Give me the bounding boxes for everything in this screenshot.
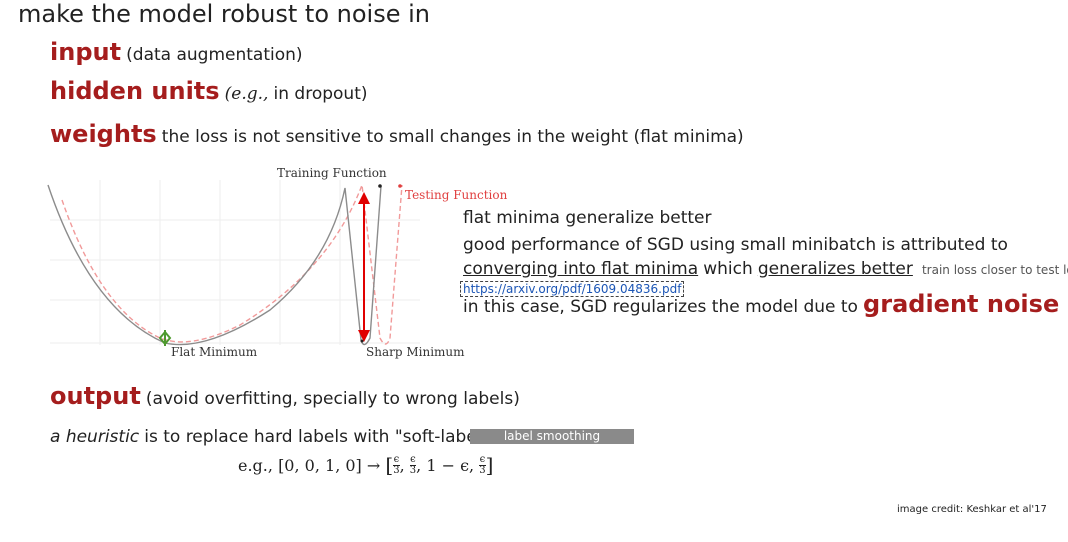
heuristic-text: is to replace hard labels with "soft-lab…	[144, 427, 499, 447]
figure-grid	[50, 180, 420, 345]
arrow-symbol: →	[366, 455, 381, 475]
frac-2-den: 3	[409, 464, 417, 476]
frac-3-den: 3	[479, 464, 486, 476]
page-title: make the model robust to noise in	[18, 0, 430, 28]
heuristic-italic: a heuristic	[50, 427, 140, 447]
sharp-minimum-label: Sharp Minimum	[366, 345, 465, 359]
testing-function-label: Testing Function	[405, 188, 508, 202]
item-weights-keyword: weights	[50, 120, 157, 148]
training-function-label: Training Function	[277, 166, 387, 180]
flat-sharp-minima-figure	[47, 180, 420, 346]
frac-1-num: ϵ	[393, 453, 400, 465]
label-smoothing-tag: label smoothing	[470, 429, 634, 444]
note-converging: converging into flat minima which genera…	[463, 259, 1068, 279]
item-weights-desc: the loss is not sensitive to small chang…	[161, 127, 744, 147]
label-smoothing-example: e.g., [0, 0, 1, 0] → [ ϵ 3 , ϵ 3 , 1 − ϵ…	[238, 453, 493, 477]
image-credit: image credit: Keshkar et al'17	[897, 504, 1047, 515]
comma-3: ,	[469, 455, 475, 475]
item-hidden-keyword: hidden units	[50, 77, 220, 105]
heuristic-line: a heuristic is to replace hard labels wi…	[50, 427, 498, 447]
comma-1: ,	[399, 455, 405, 475]
generalization-gap-arrow	[358, 192, 370, 342]
sharp-bottom-dot	[360, 339, 364, 343]
item-weights: weights the loss is not sensitive to sma…	[50, 120, 744, 148]
item-input-keyword: input	[50, 38, 122, 66]
flat-minimum-label: Flat Minimum	[171, 345, 258, 359]
testing-top-dot	[398, 184, 402, 188]
item-output-keyword: output	[50, 382, 141, 410]
one-minus-eps: 1 − ϵ	[426, 455, 470, 475]
note-flat-minima: flat minima generalize better	[463, 208, 712, 228]
item-hidden-desc: in dropout)	[273, 84, 368, 104]
frac-1: ϵ 3	[393, 453, 400, 476]
item-hidden-units: hidden units (e.g., in dropout)	[50, 77, 368, 105]
frac-2: ϵ 3	[409, 453, 417, 476]
frac-2-num: ϵ	[410, 453, 416, 465]
arxiv-link[interactable]: https://arxiv.org/pdf/1609.04836.pdf	[460, 281, 685, 297]
item-input: input (data augmentation)	[50, 38, 303, 66]
soft-open-bracket: [	[385, 453, 394, 477]
note-train-loss: train loss closer to test loss	[921, 263, 1068, 277]
testing-function-curve	[61, 184, 403, 345]
frac-3-num: ϵ	[479, 453, 486, 465]
item-input-desc: (data augmentation)	[126, 45, 303, 65]
frac-3: ϵ 3	[479, 453, 486, 476]
training-function-curve	[47, 184, 382, 346]
note-sgd-performance: good performance of SGD using small mini…	[463, 235, 1008, 255]
example-prefix: e.g.,	[238, 455, 273, 475]
item-output: output (avoid overfitting, specially to …	[50, 382, 520, 410]
note-sgd-regularizes-text: in this case, SGD regularizes the model …	[463, 297, 858, 317]
note-which: which	[703, 259, 753, 279]
note-generalizes-better: generalizes better	[757, 259, 913, 279]
comma-2: ,	[416, 455, 422, 475]
hard-labels: [0, 0, 1, 0]	[278, 455, 362, 475]
frac-1-den: 3	[393, 464, 400, 476]
note-gradient-noise: gradient noise	[863, 290, 1060, 318]
note-sgd-regularizes: in this case, SGD regularizes the model …	[463, 290, 1059, 318]
flat-minimum-marker	[158, 330, 172, 346]
sharp-top-dot	[378, 184, 382, 188]
item-hidden-eg: (e.g.,	[224, 84, 269, 104]
soft-close-bracket: ]	[485, 453, 494, 477]
note-converging-flat-minima: converging into flat minima	[463, 259, 699, 279]
item-output-desc: (avoid overfitting, specially to wrong l…	[145, 389, 520, 409]
